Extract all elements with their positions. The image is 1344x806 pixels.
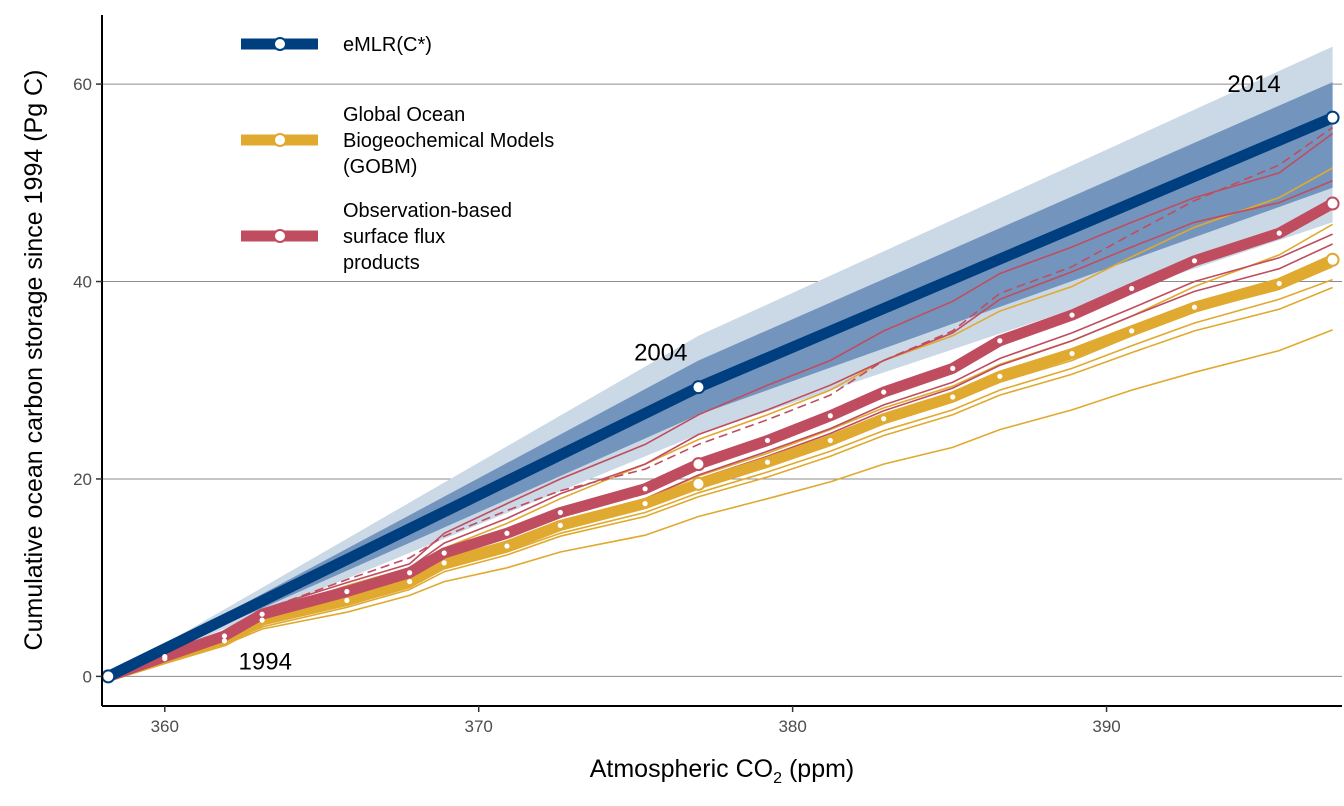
legend-label-obs: Observation-based surface flux products <box>343 200 512 274</box>
gobm-point-5 <box>407 579 413 585</box>
y-tick-label-0: 0 <box>83 667 92 686</box>
legend-label-line: eMLR(C*) <box>343 34 432 56</box>
obs-point-19 <box>1276 230 1282 236</box>
obs-point-11 <box>764 437 771 444</box>
obs-member-line-dashed <box>108 126 1334 678</box>
y-tick-label-20: 20 <box>73 470 92 489</box>
gobm-point-8 <box>557 522 563 528</box>
legend-marker-gobm <box>273 133 287 147</box>
grid-lines <box>102 83 1342 677</box>
obs-point-2 <box>221 633 228 639</box>
legend-marker-emlr <box>273 37 287 51</box>
obs-marker-10 <box>691 457 706 472</box>
gobm-point-3 <box>259 617 265 623</box>
gobm-marker-10 <box>691 476 706 491</box>
gobm-point-9 <box>642 501 648 507</box>
gobm-point-7 <box>504 543 510 549</box>
gobm-point-6 <box>441 560 447 566</box>
x-axis-title-main: Atmospheric CO <box>590 755 773 783</box>
x-tick-label-360: 360 <box>151 717 179 736</box>
emlr-marker-0 <box>101 669 116 684</box>
legend-label-line: Biogeochemical Models <box>343 130 554 152</box>
gobm-marker-20 <box>1325 252 1340 267</box>
obs-marker-20 <box>1325 196 1340 211</box>
legend-marker-obs <box>273 229 287 243</box>
year-label-2014: 2014 <box>1227 71 1280 98</box>
obs-point-16 <box>1069 312 1075 318</box>
year-annotations: 1994 2004 2014 <box>239 71 1281 675</box>
obs-point-6 <box>441 550 447 556</box>
obs-point-18 <box>1191 258 1198 264</box>
y-tick-label-60: 60 <box>73 75 92 94</box>
gobm-point-19 <box>1276 280 1282 287</box>
obs-point-12 <box>827 413 833 419</box>
legend-label-line: Global Ocean <box>343 104 465 126</box>
gobm-member-line-6 <box>108 329 1333 678</box>
legend: eMLR(C*) Global Ocean Biogeochemical Model… <box>241 34 554 274</box>
legend-label-gobm: Global Ocean Biogeochemical Models (GOBM) <box>343 104 554 178</box>
obs-point-1 <box>162 654 168 660</box>
obs-point-7 <box>504 530 510 536</box>
x-axis-title-unit: (ppm) <box>782 755 854 783</box>
emlr-marker-2 <box>1325 110 1340 125</box>
gobm-point-15 <box>997 373 1003 379</box>
obs-point-13 <box>881 389 887 395</box>
legend-label-line: surface flux <box>343 226 445 248</box>
x-tick-label-380: 380 <box>778 717 806 736</box>
year-label-1994: 1994 <box>239 648 292 675</box>
year-label-2004: 2004 <box>634 340 687 367</box>
obs-point-4 <box>344 588 350 595</box>
obs-point-14 <box>950 365 956 371</box>
y-tick-label-40: 40 <box>73 273 92 292</box>
mean-series-lines <box>101 110 1340 684</box>
obs-point-15 <box>997 338 1003 344</box>
x-tick-label-390: 390 <box>1092 717 1120 736</box>
y-axis-title: Cumulative ocean carbon storage since 19… <box>20 70 48 651</box>
obs-point-5 <box>407 570 413 576</box>
gobm-point-2 <box>221 638 228 644</box>
legend-label-emlr: eMLR(C*) <box>343 34 432 56</box>
obs-point-8 <box>557 509 563 516</box>
x-tick-label-370: 370 <box>465 717 493 736</box>
obs-point-17 <box>1129 285 1135 292</box>
gobm-point-13 <box>881 416 887 422</box>
gobm-point-18 <box>1191 304 1198 310</box>
obs-point-9 <box>642 486 648 492</box>
gobm-point-11 <box>764 459 771 465</box>
gobm-point-17 <box>1129 328 1135 334</box>
obs-point-3 <box>259 611 265 617</box>
legend-label-line: Observation-based <box>343 200 512 222</box>
emlr-marker-1 <box>691 380 706 395</box>
x-axis-title: Atmospheric CO2 (ppm) <box>590 755 855 787</box>
gobm-point-14 <box>950 394 956 400</box>
x-axis-title-subscript: 2 <box>773 770 782 787</box>
legend-label-line: products <box>343 252 420 274</box>
legend-label-line: (GOBM) <box>343 156 417 178</box>
gobm-point-16 <box>1069 350 1075 357</box>
axes: 0 20 40 60 360 370 380 390 <box>73 15 1342 736</box>
gobm-member-line-5 <box>108 286 1333 678</box>
gobm-point-4 <box>344 597 350 603</box>
gobm-point-12 <box>827 437 833 444</box>
